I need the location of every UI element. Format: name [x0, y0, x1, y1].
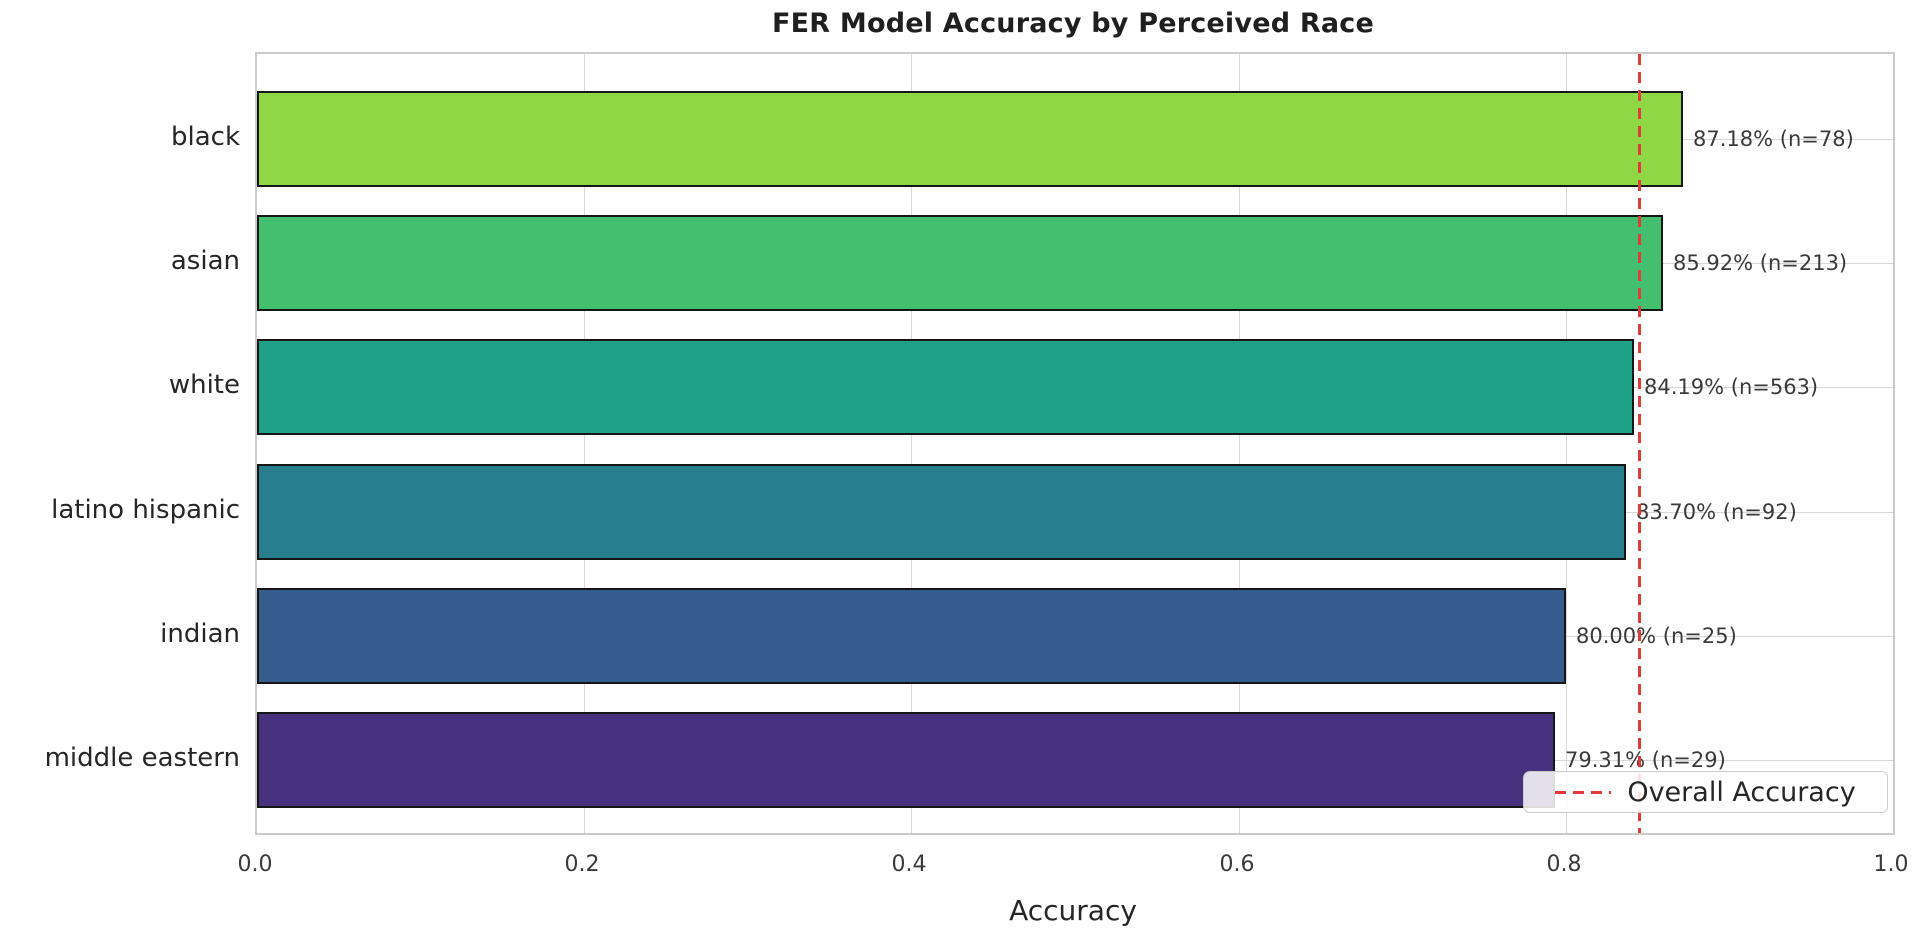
bar-asian — [257, 215, 1663, 311]
x-tick-label: 0.2 — [564, 852, 600, 877]
y-tick-label: indian — [160, 619, 240, 649]
bar-indian — [257, 588, 1566, 684]
bar-value-label: 80.00% (n=25) — [1576, 624, 1737, 648]
x-tick-label: 0.0 — [237, 852, 273, 877]
bar-value-label: 85.92% (n=213) — [1673, 251, 1848, 275]
x-axis-title: Accuracy — [1009, 894, 1137, 927]
bar-value-label: 87.18% (n=78) — [1693, 127, 1854, 151]
y-tick-label: latino hispanic — [51, 495, 240, 525]
legend-dashed-line-icon — [1555, 790, 1612, 794]
bar-middle-eastern — [257, 712, 1555, 808]
y-tick-label: black — [170, 122, 240, 152]
x-tick-label: 0.4 — [891, 852, 927, 877]
bar-latino-hispanic — [257, 464, 1626, 560]
gridline-vertical — [1565, 54, 1567, 833]
gridline-vertical — [911, 54, 913, 833]
legend-label: Overall Accuracy — [1627, 776, 1856, 808]
x-tick-label: 0.8 — [1546, 852, 1582, 877]
y-tick-label: middle eastern — [44, 743, 240, 773]
y-tick-label: asian — [170, 246, 240, 276]
overall-accuracy-line — [1638, 54, 1641, 833]
legend: Overall Accuracy — [1523, 771, 1888, 813]
bar-white — [257, 339, 1634, 435]
gridline-vertical — [1238, 54, 1240, 833]
gridline-vertical — [584, 54, 586, 833]
x-tick-label: 0.6 — [1219, 852, 1255, 877]
x-tick-label: 1.0 — [1873, 852, 1909, 877]
bar-value-label: 83.70% (n=92) — [1636, 500, 1797, 524]
bar-value-label: 84.19% (n=563) — [1644, 375, 1819, 399]
chart-title: FER Model Accuracy by Perceived Race — [772, 8, 1374, 39]
bar-value-label: 79.31% (n=29) — [1565, 748, 1726, 772]
y-tick-label: white — [168, 370, 240, 400]
bar-black — [257, 91, 1683, 187]
plot-area: 87.18% (n=78) 85.92% (n=213) 84.19% (n=563… — [255, 52, 1895, 835]
